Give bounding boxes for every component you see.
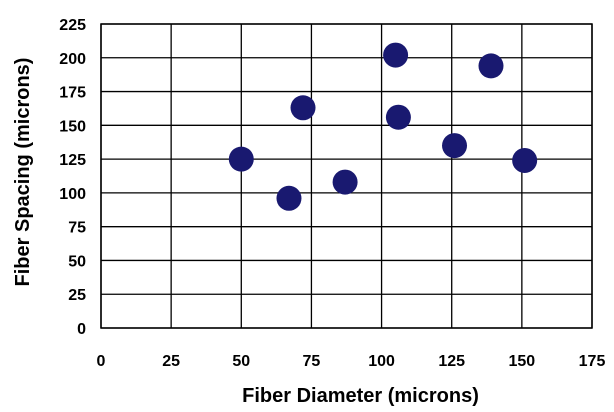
- data-point: [383, 42, 409, 68]
- x-tick-label: 25: [162, 353, 180, 370]
- data-point: [332, 169, 358, 195]
- y-tick-label: 100: [59, 186, 86, 203]
- x-tick-label: 0: [97, 353, 106, 370]
- y-tick-label: 75: [68, 220, 86, 237]
- x-axis-ticks: 0 25 50 75 100 125 150 175: [97, 353, 606, 370]
- plot-area-frame: [100, 23, 593, 329]
- x-axis-title: Fiber Diameter (microns): [242, 385, 479, 407]
- x-tick-label: 100: [368, 353, 395, 370]
- y-axis-ticks: 0 25 50 75 100 125 150 175 200 225: [59, 17, 86, 338]
- y-tick-label: 200: [59, 51, 86, 68]
- data-points: [228, 42, 538, 211]
- y-tick-label: 0: [77, 321, 86, 338]
- y-axis-title: Fiber Spacing (microns): [12, 58, 34, 287]
- data-point: [512, 147, 538, 173]
- x-tick-label: 50: [232, 353, 250, 370]
- y-tick-label: 175: [59, 85, 86, 102]
- data-point: [478, 53, 504, 79]
- data-point: [276, 185, 302, 211]
- data-point: [385, 104, 411, 130]
- x-tick-label: 150: [509, 353, 536, 370]
- y-tick-label: 125: [59, 152, 86, 169]
- data-point: [442, 133, 468, 159]
- x-tick-label: 175: [579, 353, 606, 370]
- data-point: [228, 146, 254, 172]
- x-tick-label: 125: [438, 353, 465, 370]
- y-tick-label: 225: [59, 17, 86, 34]
- y-tick-label: 50: [68, 253, 86, 270]
- y-tick-label: 25: [68, 287, 86, 304]
- x-tick-label: 75: [303, 353, 321, 370]
- y-tick-label: 150: [59, 118, 86, 135]
- data-point: [290, 95, 316, 121]
